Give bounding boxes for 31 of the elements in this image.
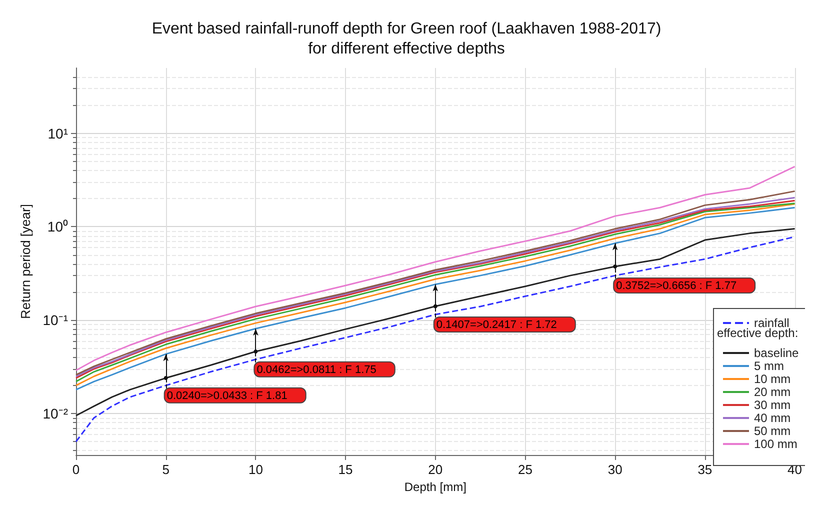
x-tick-label: 20 — [428, 462, 443, 477]
x-tick-label: 15 — [338, 462, 353, 477]
chart-subtitle: for different effective depths — [308, 40, 505, 58]
annotation: 0.3752=>0.6656 : F 1.77 — [616, 280, 737, 292]
annotation: 0.1407=>0.2417 : F 1.72 — [436, 318, 557, 331]
y-tick-label: 10⁻¹ — [42, 312, 68, 328]
y-tick-label: 10¹ — [48, 125, 68, 142]
legend-label: 5 mm — [754, 359, 784, 373]
legend-label: 40 mm — [754, 411, 791, 425]
y-axis-title: Return period [year] — [18, 204, 33, 319]
chart-title: Event based rainfall-runoff depth for Green roof (Laakhaven 1988-2017) — [152, 20, 662, 38]
annotation: 0.0462=>0.0811 : F 1.75 — [256, 364, 376, 376]
y-tick-label: 10⁻² — [42, 406, 68, 422]
legend-label: 30 mm — [754, 398, 791, 412]
point — [613, 264, 618, 268]
legend-label: 100 mm — [754, 437, 798, 451]
x-tick-label: 10 — [248, 462, 263, 477]
x-tick-label: 25 — [518, 462, 532, 477]
y-tick-label: 10⁰ — [47, 218, 68, 235]
legend-label: 50 mm — [754, 424, 791, 438]
annotation: 0.0240=>0.0433 : F 1.81 — [166, 390, 288, 402]
point — [433, 304, 438, 308]
x-tick-label: 35 — [698, 462, 712, 477]
legend-label: baseline — [754, 346, 800, 360]
legend-label: 20 mm — [754, 385, 791, 399]
x-tick-label: 30 — [608, 462, 622, 477]
legend-title: effective depth: — [717, 326, 798, 340]
x-tick-label: 0 — [72, 462, 80, 477]
x-tick-label: 5 — [162, 462, 170, 477]
legend-label: 10 mm — [754, 372, 791, 386]
x-axis-title: Depth [mm] — [404, 480, 466, 494]
